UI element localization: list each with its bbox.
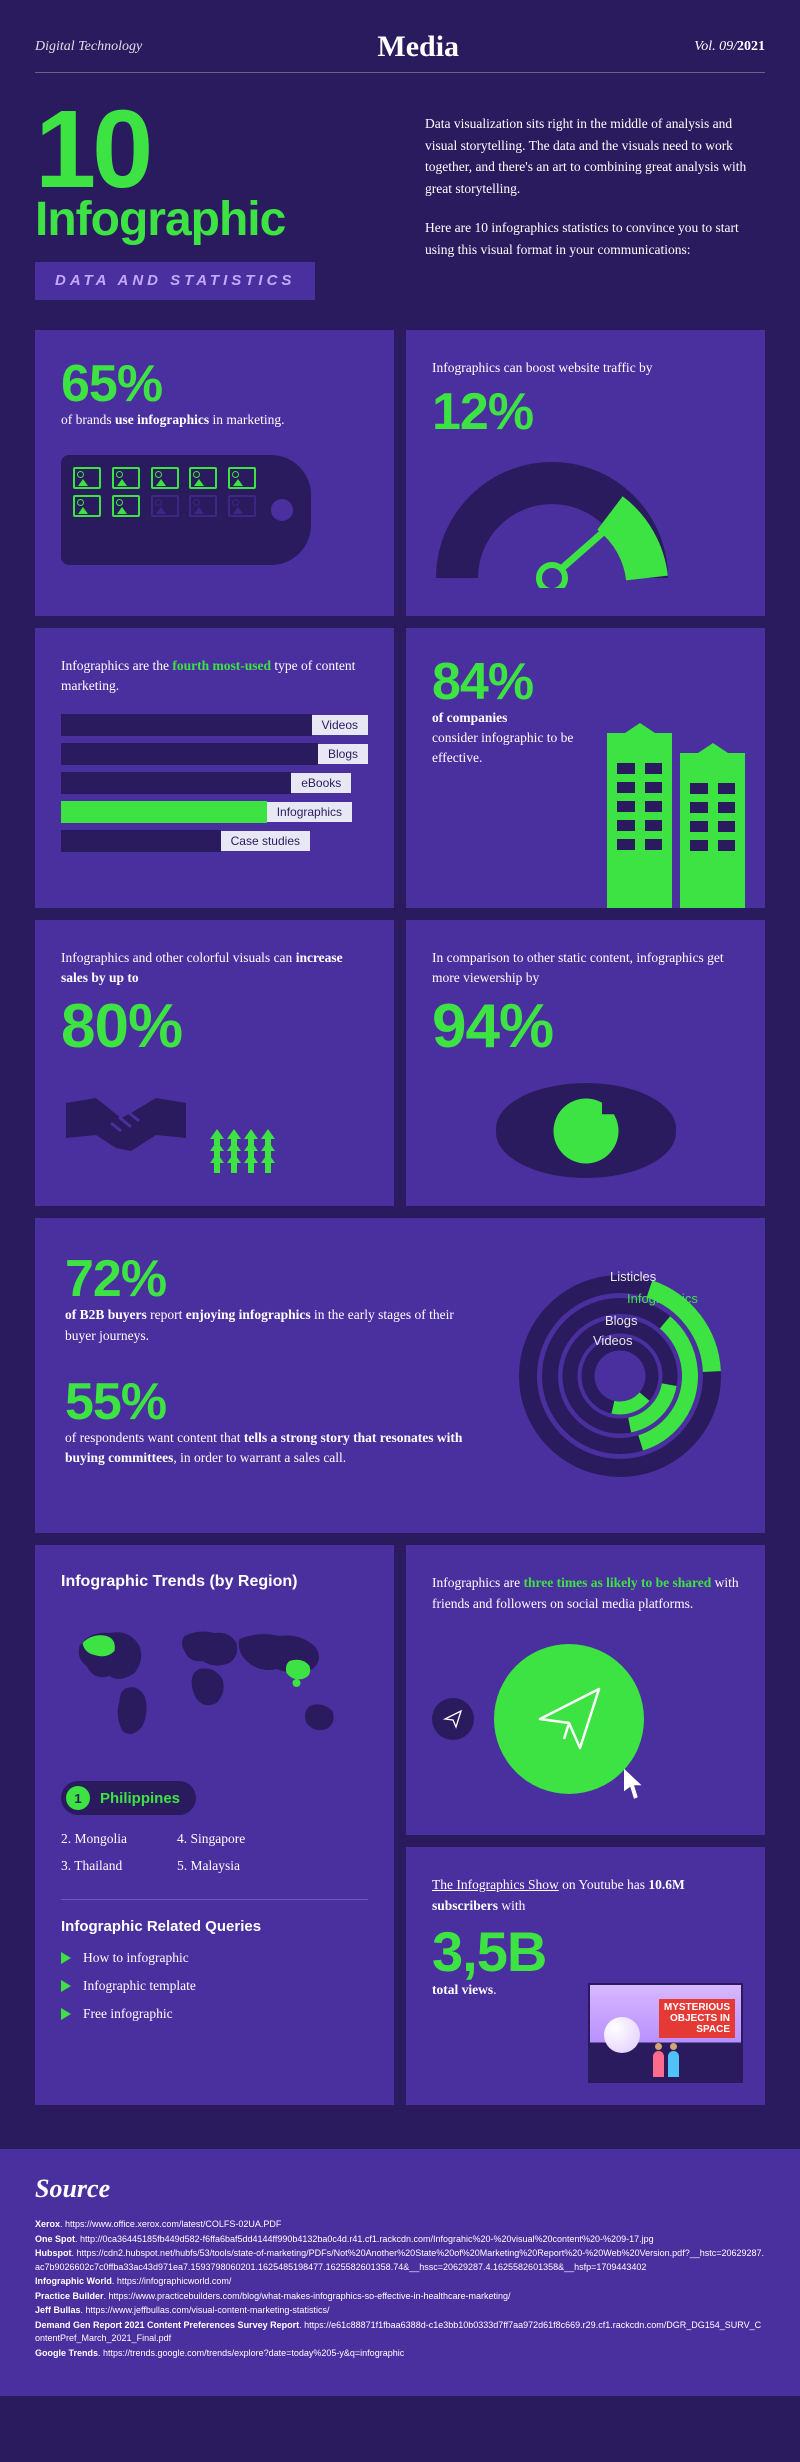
stat-card-b2b: 72% of B2B buyers report enjoying infogr… xyxy=(35,1218,765,1533)
stat-card-traffic: Infographics can boost website traffic b… xyxy=(406,330,765,616)
hero-title: Infographic xyxy=(35,192,395,247)
eye-icon xyxy=(496,1083,676,1178)
hero-subtitle: DATA AND STATISTICS xyxy=(35,262,315,300)
stat-card-effective: 84% of companiesconsider infographic to … xyxy=(406,628,765,908)
stat-card-fourth: Infographics are the fourth most-used ty… xyxy=(35,628,394,908)
header-volume: Vol. 09/2021 xyxy=(694,39,765,55)
card-trends: Infographic Trends (by Region) xyxy=(35,1545,394,2105)
cursor-icon xyxy=(624,1769,649,1799)
donut-chart: Listicles Infographics Blogs Videos xyxy=(505,1253,735,1498)
stat-pct: 94% xyxy=(432,996,739,1058)
stat-pct: 12% xyxy=(432,386,739,438)
stat-pct: 80% xyxy=(61,996,368,1058)
stat-pct: 84% xyxy=(432,656,739,708)
header-category: Digital Technology xyxy=(35,39,142,55)
stat-card-brands: 65% of brands use infographics in market… xyxy=(35,330,394,616)
gauge-icon xyxy=(432,458,672,588)
youtube-thumbnail: MYSTERIOUSOBJECTS INSPACE xyxy=(588,1983,743,2083)
hero-intro: Data visualization sits right in the mid… xyxy=(425,103,765,300)
hero-number: 10 xyxy=(35,103,395,197)
card-share: Infographics are three times as likely t… xyxy=(406,1545,765,1835)
tag-icon xyxy=(61,455,368,565)
handshake-icon xyxy=(61,1073,368,1163)
header-brand: Media xyxy=(377,30,459,64)
sources-section: Source Xerox. https://www.office.xerox.c… xyxy=(0,2149,800,2396)
stat-pct: 65% xyxy=(61,358,368,410)
share-icon xyxy=(432,1644,739,1794)
arrows-up-icon xyxy=(210,1129,275,1163)
stat-card-sales: Infographics and other colorful visuals … xyxy=(35,920,394,1207)
buildings-icon xyxy=(607,733,745,908)
top-country: 1 Philippines xyxy=(61,1781,196,1815)
youtube-link[interactable]: The Infographics Show xyxy=(432,1877,559,1892)
card-youtube: The Infographics Show on Youtube has 10.… xyxy=(406,1847,765,2105)
stat-card-viewership: In comparison to other static content, i… xyxy=(406,920,765,1207)
hero-section: 10 Infographic DATA AND STATISTICS Data … xyxy=(35,103,765,300)
page-header: Digital Technology Media Vol. 09/2021 xyxy=(35,30,765,73)
world-map-icon xyxy=(61,1611,368,1756)
bars-chart: VideosBlogseBooksInfographicsCase studie… xyxy=(61,714,368,852)
